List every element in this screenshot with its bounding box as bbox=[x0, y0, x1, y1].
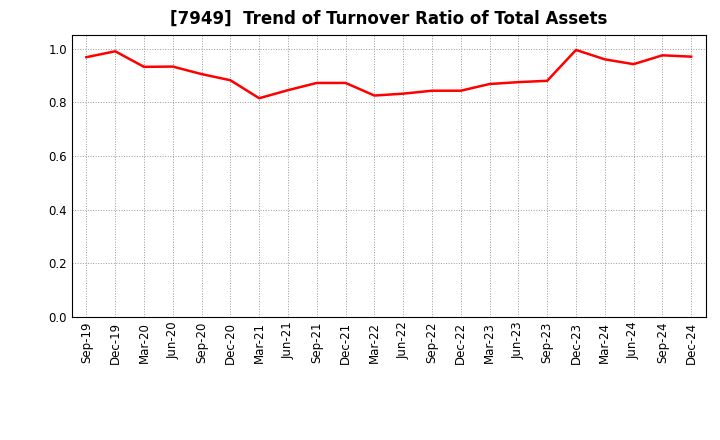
Title: [7949]  Trend of Turnover Ratio of Total Assets: [7949] Trend of Turnover Ratio of Total … bbox=[170, 10, 608, 28]
